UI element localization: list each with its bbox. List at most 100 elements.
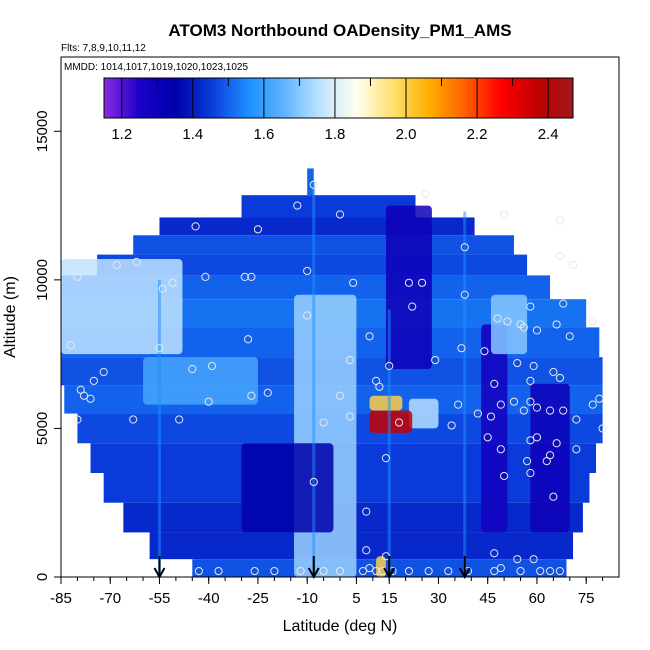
- data-point: [519, 323, 528, 332]
- heatmap-feature: [481, 324, 508, 533]
- data-point: [424, 566, 433, 576]
- data-point: [394, 418, 404, 427]
- data-point: [112, 260, 121, 270]
- data-point: [565, 332, 574, 341]
- data-point: [335, 391, 345, 400]
- data-point: [358, 566, 368, 576]
- data-point: [447, 421, 456, 430]
- data-point: [365, 332, 374, 341]
- data-point: [158, 284, 167, 293]
- data-point: [345, 412, 354, 421]
- data-point: [214, 566, 223, 576]
- data-point: [519, 406, 528, 415]
- data-point: [509, 397, 519, 406]
- data-point: [99, 367, 108, 377]
- data-point: [372, 566, 381, 576]
- data-point: [572, 415, 581, 424]
- data-point: [529, 361, 538, 371]
- heatmap-feature: [385, 205, 432, 369]
- data-point: [247, 391, 256, 400]
- heatmap-band: [307, 168, 314, 196]
- y-axis: 0 5000 10000 15000: [34, 110, 61, 581]
- colorbar-tick-label: 1.4: [182, 126, 203, 143]
- heatmap-band: [149, 532, 574, 560]
- data-point: [545, 566, 555, 576]
- data-point: [73, 272, 82, 281]
- colorbar-tick-label: 2.0: [396, 126, 417, 143]
- heatmap-feature: [376, 556, 386, 577]
- data-point: [204, 397, 213, 406]
- data-point: [303, 311, 312, 320]
- flights-note: Flts: 7,8,9,10,11,12: [61, 43, 146, 54]
- data-point: [500, 210, 509, 219]
- data-point: [319, 566, 328, 576]
- data-point: [483, 433, 492, 442]
- data-point: [572, 445, 581, 454]
- heatmap-feature: [369, 395, 403, 411]
- heatmap-feature: [294, 294, 357, 577]
- data-point: [309, 477, 318, 487]
- x-tick-label: 5: [352, 590, 360, 607]
- data-point: [588, 400, 597, 409]
- data-point: [381, 454, 391, 463]
- data-point: [345, 355, 354, 365]
- x-tick-label: -70: [99, 590, 121, 607]
- data-point: [362, 507, 371, 516]
- data-point: [201, 272, 210, 281]
- data-point: [247, 272, 256, 281]
- data-point: [129, 415, 138, 424]
- data-point: [536, 566, 545, 576]
- data-point: [454, 400, 463, 409]
- data-point: [496, 563, 505, 573]
- chart-title: ATOM3 Northbound OADensity_PM1_AMS: [168, 21, 511, 40]
- y-tick-label: 15000: [34, 110, 51, 152]
- sample-points: [66, 180, 607, 576]
- data-point: [417, 278, 427, 287]
- data-point: [404, 566, 414, 576]
- data-point: [303, 266, 312, 276]
- data-point: [86, 394, 95, 403]
- data-point: [496, 400, 505, 409]
- data-point: [270, 566, 279, 576]
- data-point: [250, 566, 259, 576]
- data-point: [555, 251, 565, 261]
- data-point: [595, 394, 604, 403]
- data-point: [490, 549, 499, 558]
- dates-note: MMDD: 1014,1017,1019,1020,1023,1025: [64, 62, 248, 73]
- x-tick-label: -85: [50, 590, 72, 607]
- data-point: [168, 278, 177, 287]
- data-point: [79, 391, 89, 400]
- data-point: [555, 566, 565, 576]
- data-point: [408, 302, 417, 311]
- colorbar: 1.2 1.4 1.6 1.8 2.0 2.2 2.4: [103, 77, 574, 143]
- x-tick-label: 60: [529, 590, 546, 607]
- data-point: [335, 210, 345, 219]
- data-point: [404, 278, 414, 287]
- data-point: [191, 222, 200, 231]
- data-point: [588, 317, 597, 326]
- y-tick-label: 0: [34, 573, 51, 581]
- data-point: [296, 566, 305, 576]
- data-point: [73, 415, 82, 424]
- data-point: [526, 376, 535, 385]
- data-point: [188, 364, 197, 374]
- data-point: [532, 326, 542, 335]
- data-point: [490, 379, 499, 388]
- heatmap-band: [133, 235, 514, 255]
- data-point: [496, 445, 505, 454]
- heatmap-band: [241, 195, 416, 218]
- data-point: [460, 290, 469, 299]
- x-tick-label: -25: [247, 590, 269, 607]
- data-point: [385, 361, 394, 371]
- x-tick-label: -55: [149, 590, 171, 607]
- data-point: [542, 457, 551, 466]
- data-point: [532, 433, 542, 442]
- x-tick-label: -10: [296, 590, 318, 607]
- x-axis: -85 -70 -55 -40 -25 -10 5 15 30 45 60 75: [50, 577, 604, 607]
- data-point: [549, 492, 558, 501]
- heatmap-feature: [408, 398, 439, 429]
- data-point: [486, 412, 496, 421]
- data-point: [549, 367, 558, 377]
- data-point: [513, 555, 522, 564]
- x-tick-label: 45: [479, 590, 496, 607]
